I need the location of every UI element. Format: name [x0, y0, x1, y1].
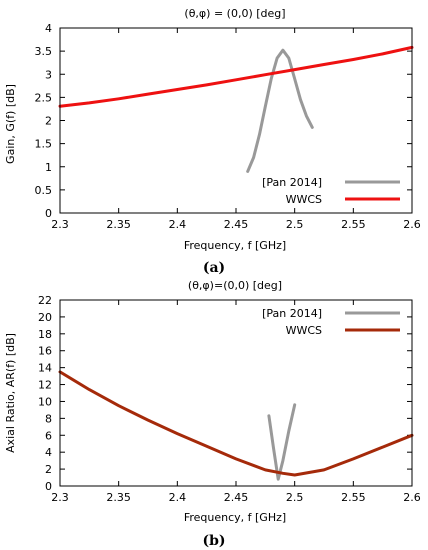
series-layer	[58, 45, 414, 173]
y-axis-label: Gain, G(f) [dB]	[4, 84, 17, 164]
y-tick-label: 3	[45, 68, 52, 81]
x-tick-label: 2.3	[51, 218, 69, 231]
y-tick-label: 0	[45, 480, 52, 493]
panel-b-caption: (b)	[202, 533, 225, 549]
x-tick-label: 2.5	[286, 218, 304, 231]
gain-chart: (θ,φ) = (0,0) [deg] Gain, G(f) [dB] Freq…	[4, 7, 421, 252]
series-line-1	[58, 370, 414, 477]
series-line-0	[267, 403, 297, 481]
x-tick-label: 2.3	[51, 491, 69, 504]
legend: [Pan 2014] WWCS	[262, 307, 400, 337]
y-tick-label: 12	[38, 379, 52, 392]
y-tick-label: 2	[45, 115, 52, 128]
chart-title: (θ,φ)=(0,0) [deg]	[188, 279, 282, 292]
y-tick-label: 2.5	[35, 91, 53, 104]
plot-frame	[59, 299, 413, 487]
legend-label: [Pan 2014]	[262, 307, 322, 320]
y-tick-label: 3.5	[35, 45, 53, 58]
legend-label: WWCS	[286, 324, 322, 337]
y-tick-label: 0	[45, 207, 52, 220]
legend: [Pan 2014] WWCS	[262, 176, 400, 206]
panel-a-caption: (a)	[203, 260, 225, 276]
axial-ratio-chart: (θ,φ)=(0,0) [deg] Axial Ratio, AR(f) [dB…	[4, 279, 421, 524]
chart-title: (θ,φ) = (0,0) [deg]	[184, 7, 285, 20]
x-axis-label: Frequency, f [GHz]	[184, 239, 286, 252]
y-tick-label: 14	[38, 362, 52, 375]
y-axis-label: Axial Ratio, AR(f) [dB]	[4, 333, 17, 453]
x-tick-label: 2.4	[169, 491, 187, 504]
legend-label: [Pan 2014]	[262, 176, 322, 189]
x-tick-label: 2.45	[224, 491, 249, 504]
x-tick-label: 2.55	[341, 491, 366, 504]
y-tick-label: 22	[38, 294, 52, 307]
series-line-0	[246, 48, 314, 173]
y-tick-label: 16	[38, 345, 52, 358]
y-tick-label: 2	[45, 463, 52, 476]
x-tick-label: 2.4	[169, 218, 187, 231]
y-tick-label: 4	[45, 22, 52, 35]
x-tick-label: 2.55	[341, 218, 366, 231]
tick-labels: 2.3 2.35 2.4 2.45 2.5 2.55 2.6 0 2 4 6 8 10 12 14 16 18 2…	[38, 294, 421, 504]
x-tick-label: 2.5	[286, 491, 304, 504]
x-tick-label: 2.6	[403, 491, 421, 504]
y-tick-label: 1	[45, 161, 52, 174]
plot-frame	[59, 27, 413, 214]
y-tick-label: 0.5	[35, 184, 53, 197]
y-tick-label: 8	[45, 412, 52, 425]
x-axis-label: Frequency, f [GHz]	[184, 511, 286, 524]
y-tick-label: 6	[45, 429, 52, 442]
x-tick-label: 2.6	[403, 218, 421, 231]
legend-label: WWCS	[286, 193, 322, 206]
series-line-1	[58, 45, 414, 108]
x-tick-label: 2.45	[224, 218, 249, 231]
y-tick-label: 20	[38, 311, 52, 324]
y-tick-label: 1.5	[35, 138, 53, 151]
y-tick-label: 18	[38, 328, 52, 341]
y-tick-label: 4	[45, 446, 52, 459]
x-tick-label: 2.35	[106, 218, 131, 231]
y-tick-label: 10	[38, 395, 52, 408]
series-layer	[58, 370, 414, 481]
x-tick-label: 2.35	[106, 491, 131, 504]
